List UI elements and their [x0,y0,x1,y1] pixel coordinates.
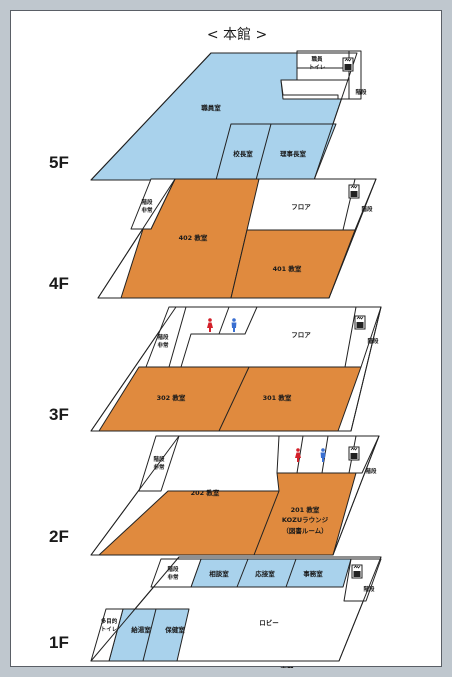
room-emergency-stairs-2: 非常 [153,463,165,471]
room-302: 302 教室 [157,393,186,402]
room-202: 202 教室 [191,488,220,497]
room-entrance: 玄関 [281,665,295,668]
room-floor-area: フロア [291,331,311,339]
room-multipurpose-toilet: 多目的 [101,617,118,625]
floor-label-3f: 3F [49,405,69,424]
room-emergency-stairs-2: 非常 [167,573,179,581]
room-principal: 校長室 [233,149,253,158]
room-emergency-stairs: 階段 [141,198,153,206]
room-201: 201 教室 [291,505,320,514]
room-staff-toilet-2: トイレ [309,64,326,71]
room-401: 401 教室 [273,264,302,273]
room-infirmary: 保健室 [164,625,185,634]
room-stairs: 階段 [355,88,367,96]
room-301: 301 教室 [263,393,292,402]
room-multipurpose-toilet-2: トイレ [101,626,118,633]
room-staff-toilet-1: 職員 [311,55,323,63]
room-emergency-stairs-2: 非常 [141,206,153,214]
elevator-icon [351,564,363,579]
elevator-icon [342,57,354,72]
elevator-icon [354,315,366,330]
room-stairs: 階段 [363,585,375,593]
floor-5f: 職員室 職員 トイレ 階段 校長室 理事長室 [90,50,367,181]
elevator-icon [348,446,360,461]
room-floor-area: フロア [291,203,311,211]
elevator-icon [348,184,360,199]
map-frame: < 本館 > 職員室 職員 トイレ 階段 校長室 理事長室 5F 階段 非常 4… [10,10,442,668]
room-402: 402 教室 [179,233,208,242]
floor-3f: 階段 非常 フロア 階段 302 教室 301 教室 [90,306,382,432]
room-office: 事務室 [303,569,323,578]
room-chairman: 理事長室 [280,149,307,158]
floor-label-1f: 1F [49,633,69,652]
floor-1f: 階段 非常 相談室 応接室 事務室 階段 多目的 トイレ 給湯室 保健室 ロビー… [90,556,382,668]
room-lobby: ロビー [259,618,279,627]
room-emergency-stairs: 階段 [157,333,169,341]
room-consultation: 相談室 [209,569,229,578]
room-reception: 応接室 [254,569,275,578]
room-stairs: 階段 [367,337,379,345]
room-emergency-stairs-2: 非常 [157,341,169,349]
floor-map: < 本館 > 職員室 職員 トイレ 階段 校長室 理事長室 5F 階段 非常 4… [49,26,382,668]
room-emergency-stairs: 階段 [167,565,179,573]
room-kozu-lounge: KOZUラウンジ [282,516,329,524]
floor-2f: 階段 非常 階段 202 教室 201 教室 KOZUラウンジ （図書ルーム） [90,435,380,556]
room-kitchenette: 給湯室 [131,625,151,634]
floor-4f: 階段 非常 402 教室 フロア 階段 401 教室 [97,178,377,299]
room-stairs: 階段 [365,467,377,475]
room-library: （図書ルーム） [282,526,327,535]
room-stairs: 階段 [361,205,373,213]
room-emergency-stairs: 階段 [153,455,165,463]
room-staff-room: 職員室 [201,103,221,112]
floor-label-2f: 2F [49,527,69,546]
floor-label-5f: 5F [49,153,69,172]
page-title: < 本館 > [207,26,267,43]
floor-label-4f: 4F [49,274,69,293]
